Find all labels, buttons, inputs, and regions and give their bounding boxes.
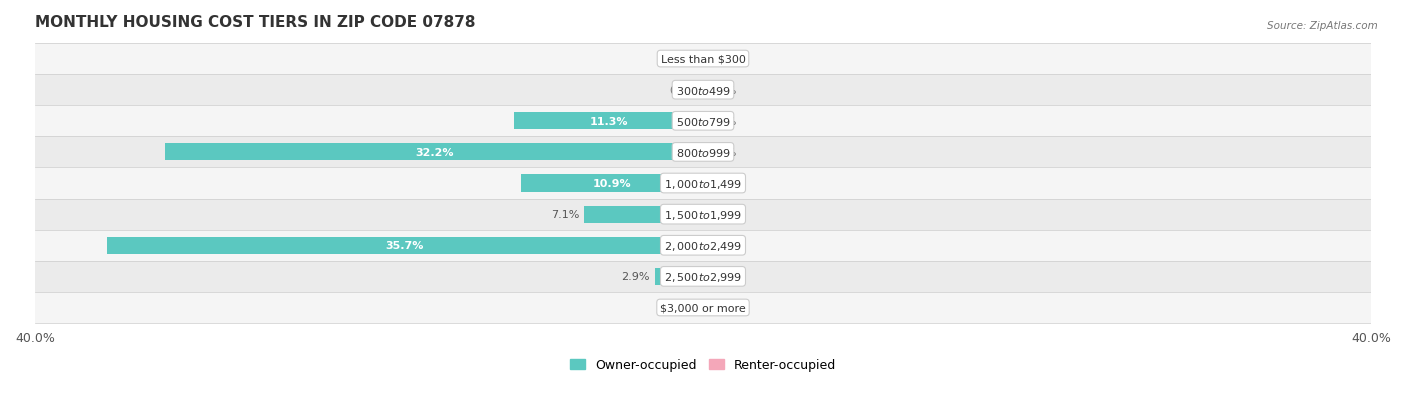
Bar	[35, 75, 1371, 106]
Text: 0.0%: 0.0%	[669, 55, 697, 64]
Text: 0.0%: 0.0%	[709, 272, 737, 282]
Text: 0.0%: 0.0%	[709, 210, 737, 220]
Text: $300 to $499: $300 to $499	[675, 85, 731, 97]
Bar	[515, 113, 703, 130]
Text: $1,500 to $1,999: $1,500 to $1,999	[664, 208, 742, 221]
Text: MONTHLY HOUSING COST TIERS IN ZIP CODE 07878: MONTHLY HOUSING COST TIERS IN ZIP CODE 0…	[35, 15, 475, 30]
Bar	[35, 137, 1371, 168]
Legend: Owner-occupied, Renter-occupied: Owner-occupied, Renter-occupied	[569, 358, 837, 372]
Bar	[35, 261, 1371, 292]
Text: 2.9%: 2.9%	[621, 272, 650, 282]
Text: 0.0%: 0.0%	[669, 85, 697, 95]
Text: 0.0%: 0.0%	[709, 303, 737, 313]
Text: 35.7%: 35.7%	[385, 241, 425, 251]
Text: $2,500 to $2,999: $2,500 to $2,999	[664, 270, 742, 283]
Text: 0.0%: 0.0%	[709, 241, 737, 251]
Text: 0.0%: 0.0%	[709, 85, 737, 95]
Bar	[585, 206, 703, 223]
Bar	[35, 199, 1371, 230]
Text: $2,000 to $2,499: $2,000 to $2,499	[664, 239, 742, 252]
Text: 0.0%: 0.0%	[709, 178, 737, 189]
Bar	[522, 175, 703, 192]
Text: 0.0%: 0.0%	[669, 303, 697, 313]
Text: $500 to $799: $500 to $799	[675, 116, 731, 128]
Text: 11.3%: 11.3%	[589, 116, 628, 126]
Text: 0.0%: 0.0%	[709, 147, 737, 157]
Bar	[166, 144, 703, 161]
Bar	[35, 292, 1371, 323]
Bar	[35, 230, 1371, 261]
Bar	[35, 168, 1371, 199]
Text: $800 to $999: $800 to $999	[675, 147, 731, 159]
Bar	[35, 106, 1371, 137]
Bar	[107, 237, 703, 254]
Text: 0.0%: 0.0%	[709, 116, 737, 126]
Text: $3,000 or more: $3,000 or more	[661, 303, 745, 313]
Text: 7.1%: 7.1%	[551, 210, 579, 220]
Text: Source: ZipAtlas.com: Source: ZipAtlas.com	[1267, 21, 1378, 31]
Bar	[35, 44, 1371, 75]
Text: $1,000 to $1,499: $1,000 to $1,499	[664, 177, 742, 190]
Text: 10.9%: 10.9%	[593, 178, 631, 189]
Text: Less than $300: Less than $300	[661, 55, 745, 64]
Text: 0.0%: 0.0%	[709, 55, 737, 64]
Bar	[655, 268, 703, 285]
Text: 32.2%: 32.2%	[415, 147, 453, 157]
